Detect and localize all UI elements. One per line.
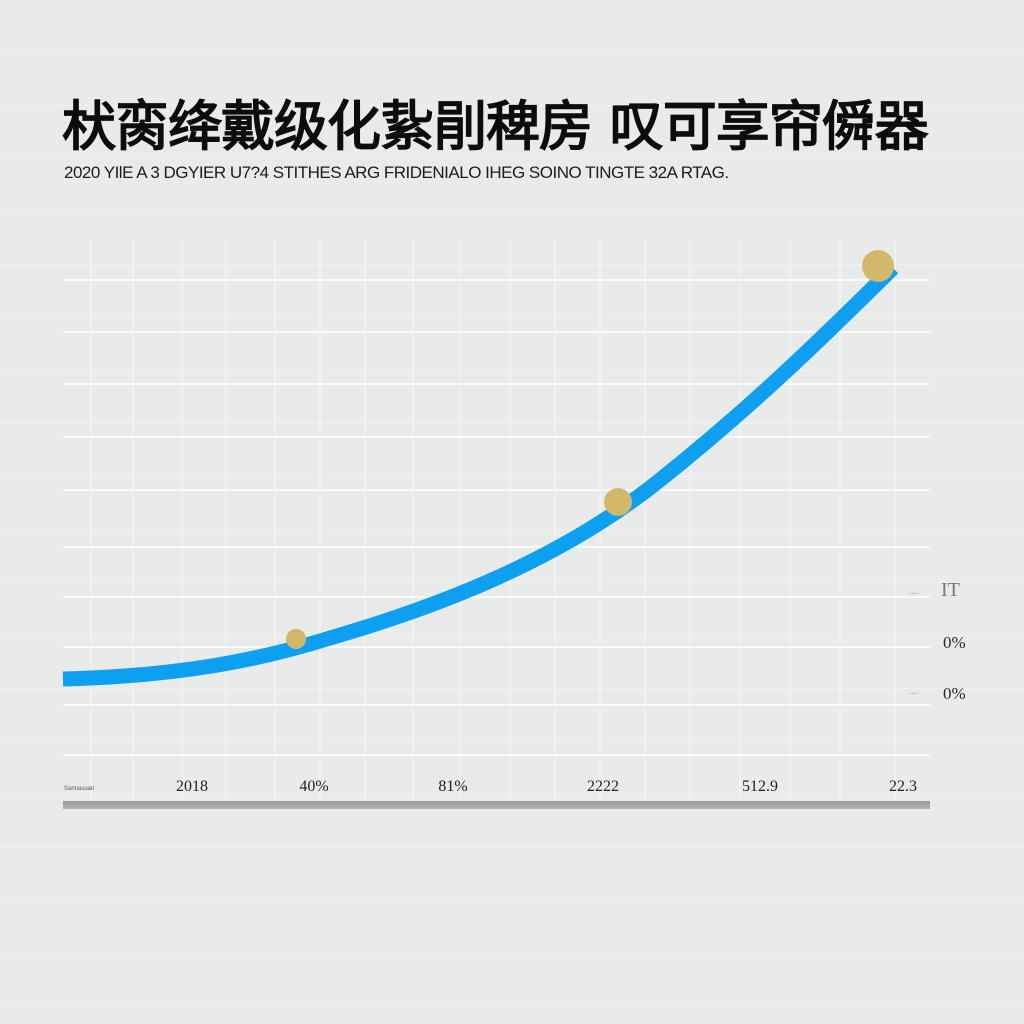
x-axis-label: 40%: [299, 778, 329, 795]
y-axis-label: 0%: [943, 684, 966, 703]
data-point-marker[interactable]: [286, 629, 306, 649]
y-axis-label: IT: [941, 579, 960, 601]
x-axis-label: 512.9: [742, 778, 778, 795]
grid: [63, 279, 930, 756]
x-axis-label: 2018: [176, 778, 208, 795]
x-axis-caption: Sannasuan: [64, 786, 95, 792]
y-tick-caption: .....: [910, 590, 919, 596]
x-axis-label: 81%: [438, 778, 468, 795]
data-line: [62, 262, 899, 687]
chart-subtitle: 2020 YIlE A 3 DGYIER U7?4 STITHES ARG FR…: [64, 163, 729, 182]
x-axis-label: 22.3: [889, 778, 917, 795]
x-axis-label: 2222: [587, 778, 619, 795]
x-axis-bar: [63, 801, 930, 809]
data-point-marker[interactable]: [862, 250, 894, 282]
y-axis-label: 0%: [943, 633, 966, 652]
vertical-grid: [90, 240, 896, 800]
data-point-marker[interactable]: [604, 488, 632, 516]
chart-title: 枤脔绛戴级化紥剈稗房 叹可享帘僢器: [62, 95, 929, 158]
y-tick-caption: .....: [910, 690, 919, 696]
